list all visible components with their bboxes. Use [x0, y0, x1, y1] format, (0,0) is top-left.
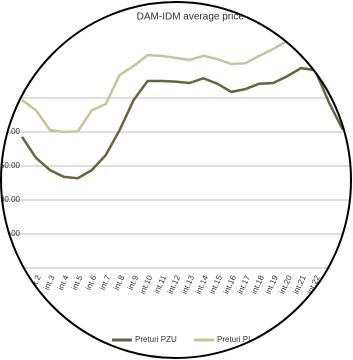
- y-tick-label: 150.00: [0, 161, 21, 170]
- x-tick-label: int.3: [42, 273, 57, 291]
- data-line: [20, 66, 345, 180]
- y-tick-label: 100.00: [0, 195, 21, 204]
- y-tick-label: 50.00: [0, 229, 21, 238]
- chart-title: DAM-IDM average price correlation: [137, 12, 294, 23]
- x-tick-label: int.7: [98, 273, 113, 291]
- x-tick-label: int.24: [333, 273, 350, 295]
- legend-label: Preturi PI: [217, 335, 250, 344]
- x-tick-label: int.22: [305, 273, 322, 295]
- data-line: [21, 16, 344, 134]
- y-tick-label: 0.00: [4, 263, 20, 272]
- x-tick-label: int.8: [112, 273, 127, 291]
- x-tick-label: int.6: [84, 273, 99, 291]
- y-tick-label: 200.00: [0, 127, 21, 136]
- y-tick-label: 250.00: [0, 93, 21, 102]
- x-tick-label: int.5: [70, 273, 85, 291]
- x-tick-label: int.1: [14, 273, 29, 291]
- x-tick-label: int.2: [28, 273, 43, 291]
- legend-label: Preturi PZU: [135, 335, 177, 344]
- x-tick-label: int.4: [56, 273, 71, 291]
